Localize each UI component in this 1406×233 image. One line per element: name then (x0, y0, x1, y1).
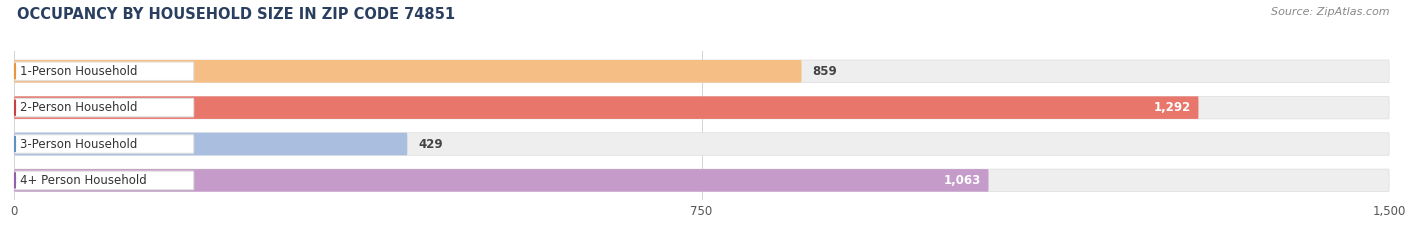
Text: 1-Person Household: 1-Person Household (20, 65, 138, 78)
FancyBboxPatch shape (15, 98, 194, 117)
Text: 429: 429 (419, 137, 443, 151)
FancyBboxPatch shape (15, 135, 194, 153)
FancyBboxPatch shape (15, 171, 194, 190)
Text: 3-Person Household: 3-Person Household (20, 137, 138, 151)
FancyBboxPatch shape (14, 133, 1389, 155)
FancyBboxPatch shape (14, 169, 1389, 192)
Text: 4+ Person Household: 4+ Person Household (20, 174, 146, 187)
FancyBboxPatch shape (14, 133, 408, 155)
FancyBboxPatch shape (14, 96, 1389, 119)
FancyBboxPatch shape (14, 60, 1389, 82)
FancyBboxPatch shape (14, 96, 1198, 119)
FancyBboxPatch shape (15, 62, 194, 81)
Text: 1,292: 1,292 (1154, 101, 1191, 114)
Text: 859: 859 (813, 65, 837, 78)
FancyBboxPatch shape (14, 60, 801, 82)
FancyBboxPatch shape (14, 169, 988, 192)
Text: 1,063: 1,063 (943, 174, 981, 187)
Text: OCCUPANCY BY HOUSEHOLD SIZE IN ZIP CODE 74851: OCCUPANCY BY HOUSEHOLD SIZE IN ZIP CODE … (17, 7, 456, 22)
Text: 2-Person Household: 2-Person Household (20, 101, 138, 114)
Text: Source: ZipAtlas.com: Source: ZipAtlas.com (1271, 7, 1389, 17)
